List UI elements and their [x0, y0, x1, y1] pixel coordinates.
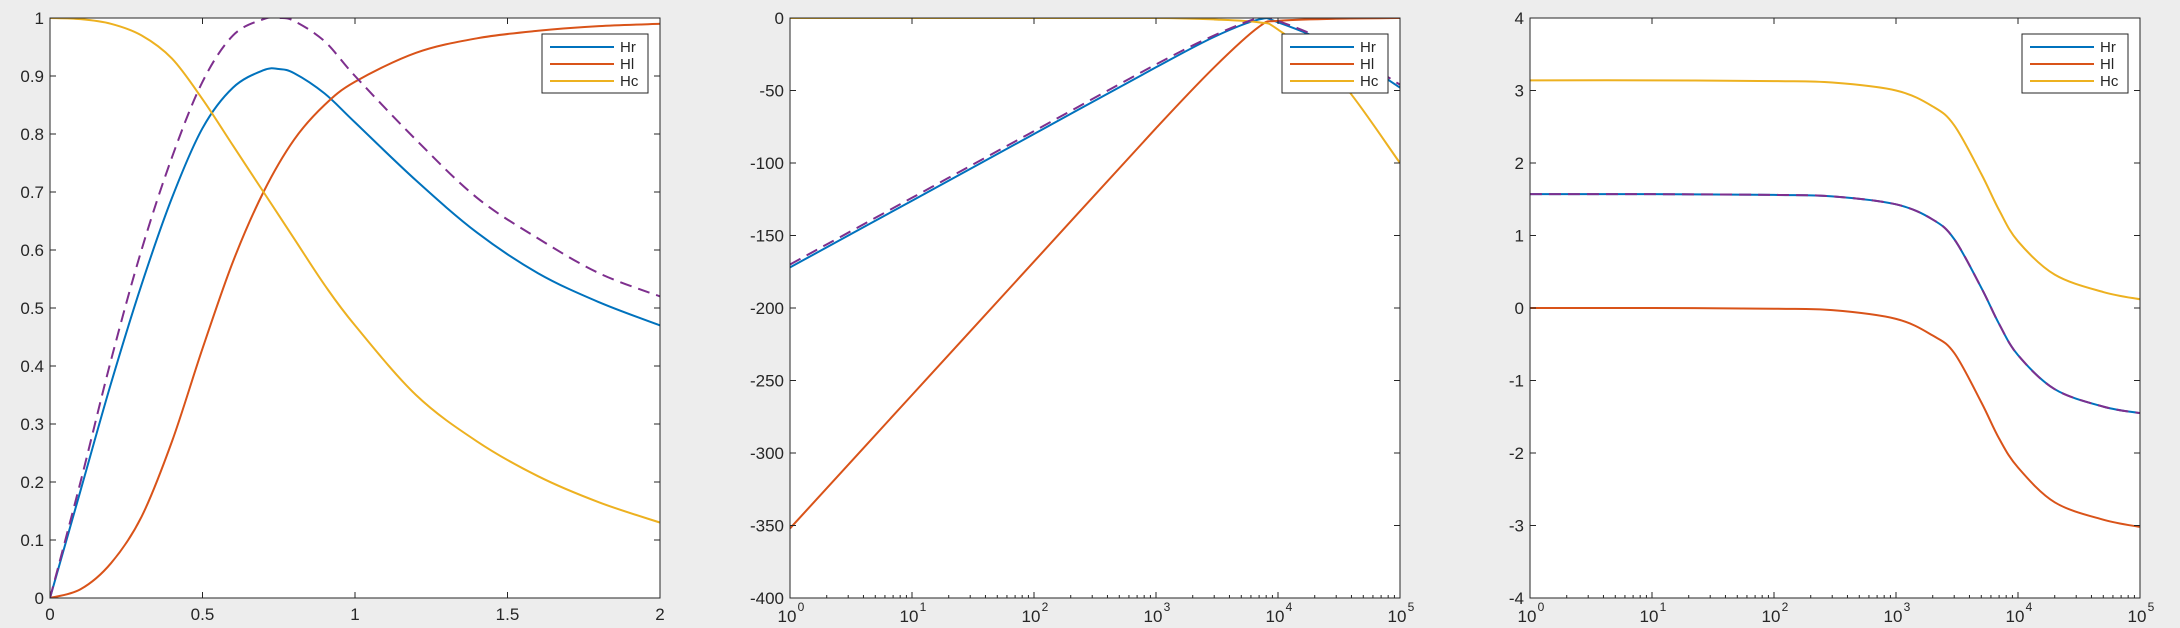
y-tick-label: 0.9 — [20, 67, 44, 86]
y-tick-label: 0.8 — [20, 125, 44, 144]
y-tick-label: 1 — [1515, 227, 1524, 246]
y-tick-label: 0.6 — [20, 241, 44, 260]
x-tick-label: 0 — [45, 605, 54, 624]
y-tick-label: 0.1 — [20, 531, 44, 550]
x-tick-label: 1 — [350, 605, 359, 624]
y-tick-label: 0.3 — [20, 415, 44, 434]
x-tick-label: 10 — [1884, 607, 1903, 626]
x-tick-exponent: 2 — [1782, 600, 1789, 614]
y-tick-label: -150 — [750, 227, 784, 246]
y-tick-label: -4 — [1509, 589, 1524, 608]
legend-label-hr: Hr — [620, 39, 636, 56]
y-tick-label: -200 — [750, 299, 784, 318]
y-tick-label: -300 — [750, 444, 784, 463]
y-tick-label: -250 — [750, 372, 784, 391]
x-tick-exponent: 3 — [1164, 600, 1171, 614]
y-tick-label: -50 — [759, 82, 784, 101]
legend-label-hr: Hr — [1360, 39, 1376, 56]
x-tick-exponent: 2 — [1042, 600, 1049, 614]
y-tick-label: 1 — [35, 9, 44, 28]
y-tick-label: -2 — [1509, 444, 1524, 463]
x-tick-label: 10 — [1144, 607, 1163, 626]
legend-label-hc: Hc — [2100, 73, 2119, 90]
legend-label-hc: Hc — [1360, 73, 1379, 90]
y-tick-label: 0.2 — [20, 473, 44, 492]
x-tick-exponent: 4 — [1286, 600, 1293, 614]
y-tick-label: 0.5 — [20, 299, 44, 318]
y-tick-label: -350 — [750, 517, 784, 536]
x-tick-label: 10 — [1388, 607, 1407, 626]
x-tick-exponent: 5 — [2148, 600, 2155, 614]
legend-label-hl: Hl — [1360, 56, 1374, 73]
plot-area — [50, 18, 660, 598]
x-tick-label: 10 — [1518, 607, 1537, 626]
x-tick-exponent: 1 — [920, 600, 927, 614]
series-line-dashed — [1530, 193, 2140, 415]
x-tick-label: 10 — [778, 607, 797, 626]
y-tick-label: -3 — [1509, 517, 1524, 536]
x-tick-exponent: 3 — [1904, 600, 1911, 614]
x-tick-label: 10 — [1762, 607, 1781, 626]
y-tick-label: 3 — [1515, 82, 1524, 101]
series-line-hc — [1530, 79, 2140, 301]
x-tick-label: 10 — [900, 607, 919, 626]
y-tick-label: 0.4 — [20, 357, 44, 376]
series-line-dashed — [790, 18, 1400, 266]
y-tick-label: 4 — [1515, 9, 1524, 28]
series-line-hl — [790, 18, 1400, 530]
x-tick-label: 10 — [1640, 607, 1659, 626]
series-line-hl — [50, 22, 660, 598]
x-tick-label: 10 — [2006, 607, 2025, 626]
x-tick-exponent: 0 — [1538, 600, 1545, 614]
y-tick-label: -1 — [1509, 372, 1524, 391]
legend-label-hr: Hr — [2100, 39, 2116, 56]
x-tick-label: 10 — [2128, 607, 2147, 626]
legend-label-hl: Hl — [2100, 56, 2114, 73]
series-line-hc — [50, 18, 660, 524]
x-tick-exponent: 5 — [1408, 600, 1415, 614]
plot-area — [790, 18, 1400, 598]
y-tick-label: 0 — [35, 589, 44, 608]
y-tick-label: 0 — [775, 9, 784, 28]
series-line-hl — [1530, 306, 2140, 528]
x-tick-label: 1.5 — [496, 605, 520, 624]
x-tick-exponent: 4 — [2026, 600, 2033, 614]
y-tick-label: -400 — [750, 589, 784, 608]
x-tick-label: 10 — [1266, 607, 1285, 626]
y-tick-label: 2 — [1515, 154, 1524, 173]
y-tick-label: 0.7 — [20, 183, 44, 202]
axes-1: 0 0.1 0.2 0.3 0.4 0.5 0.6 0.7 0.8 0.9 1 0 0.5 1 1.5 2 Hr… — [20, 9, 664, 624]
legend-label-hc: Hc — [620, 73, 639, 90]
x-tick-label: 2 — [655, 605, 664, 624]
series-line-hr — [50, 67, 660, 598]
series-line-hr — [790, 18, 1400, 269]
x-tick-label: 0.5 — [191, 605, 215, 624]
y-tick-label: -100 — [750, 154, 784, 173]
legend-label-hl: Hl — [620, 56, 634, 73]
series-line-dashed — [50, 18, 660, 598]
x-tick-exponent: 0 — [798, 600, 805, 614]
y-tick-label: 0 — [1515, 299, 1524, 318]
x-tick-exponent: 1 — [1660, 600, 1667, 614]
x-tick-label: 10 — [1022, 607, 1041, 626]
